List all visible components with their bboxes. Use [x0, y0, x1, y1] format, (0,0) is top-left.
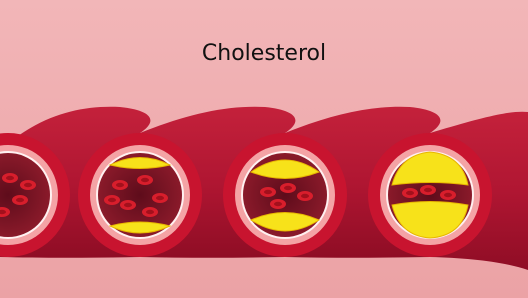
artery-ring-2 — [78, 133, 202, 257]
artery-ring-3 — [223, 133, 347, 257]
title: Cholesterol — [202, 41, 326, 66]
artery-ring-4 — [368, 133, 492, 257]
artery-ring-1 — [0, 133, 70, 257]
